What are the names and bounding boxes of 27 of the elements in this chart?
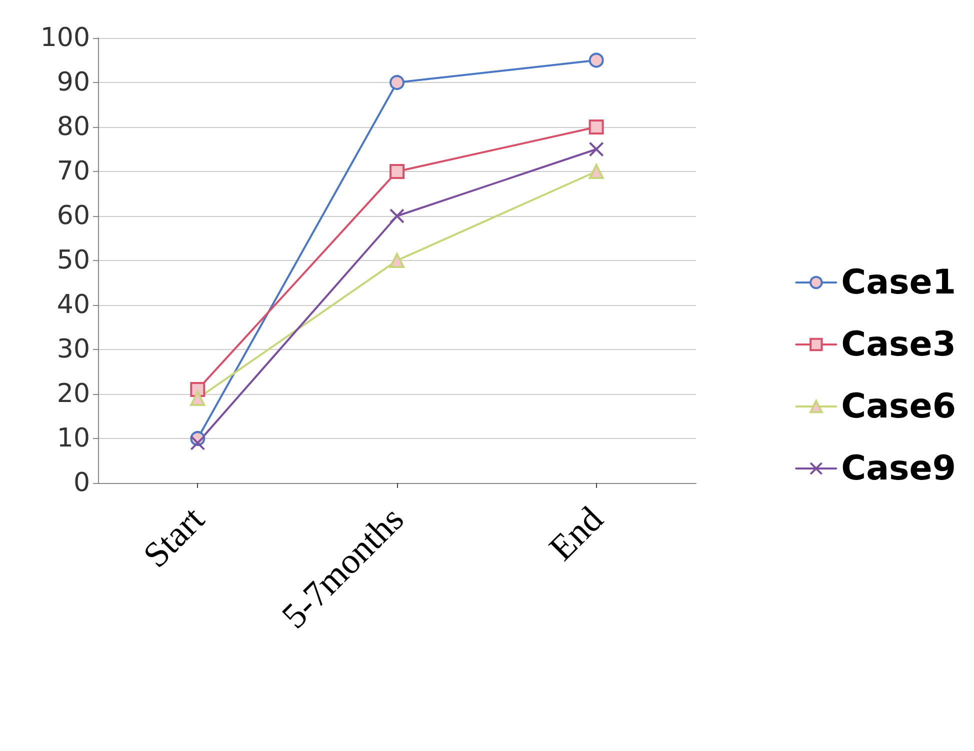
y-tick-label: 40 xyxy=(56,290,90,320)
legend-label: Case3 xyxy=(841,324,956,364)
point xyxy=(390,208,404,224)
y-tick-label: 70 xyxy=(56,156,90,186)
point xyxy=(588,120,604,134)
point xyxy=(588,164,604,179)
y-tick-label: 20 xyxy=(56,379,90,409)
y-tick-label: 80 xyxy=(56,112,90,142)
x-tick-label: End xyxy=(541,498,610,568)
y-tick-label: 90 xyxy=(56,68,90,98)
y-tick-label: 10 xyxy=(56,424,90,454)
point xyxy=(390,253,404,268)
legend-label: Case9 xyxy=(841,448,956,488)
legend-label: Case6 xyxy=(841,386,956,426)
point xyxy=(190,435,206,450)
legend-label: Case1 xyxy=(841,262,956,302)
y-tick-label: 100 xyxy=(40,23,90,53)
point xyxy=(390,164,404,179)
x-tick-label: Start xyxy=(135,498,212,576)
y-tick-label: 0 xyxy=(73,468,90,498)
point xyxy=(390,75,404,90)
y-tick-label: 30 xyxy=(56,334,90,364)
point xyxy=(588,142,604,157)
point xyxy=(190,390,206,406)
point xyxy=(588,52,604,68)
y-tick-label: 60 xyxy=(56,201,90,231)
y-tick-label: 50 xyxy=(56,246,90,276)
